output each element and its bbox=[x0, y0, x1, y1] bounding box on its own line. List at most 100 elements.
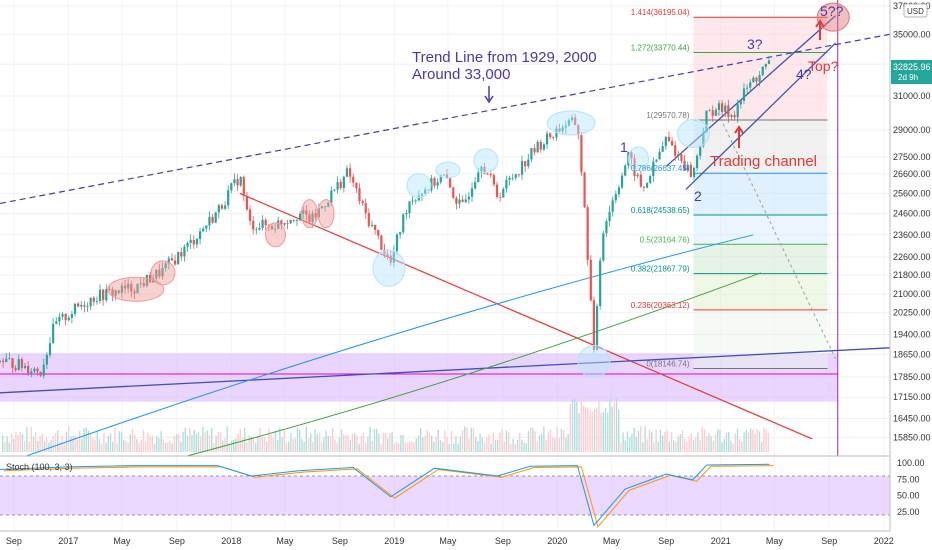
candle-body bbox=[383, 249, 386, 254]
volume-bar bbox=[59, 441, 61, 452]
candle-body bbox=[608, 211, 611, 221]
volume-bar bbox=[435, 436, 437, 452]
volume-bar bbox=[494, 439, 497, 452]
candle-body bbox=[645, 183, 649, 188]
x-tick-label: 2017 bbox=[58, 536, 78, 546]
wave-1-label: 1 bbox=[620, 139, 628, 155]
candle-body bbox=[105, 289, 108, 301]
candle-body bbox=[220, 205, 224, 209]
candle-body bbox=[123, 285, 127, 289]
volume-bar bbox=[609, 398, 611, 452]
volume-bar bbox=[336, 443, 338, 452]
stoch-tick-label: 100.00 bbox=[897, 458, 925, 468]
volume-bar bbox=[505, 430, 508, 452]
y-tick-label: 21000.00 bbox=[893, 289, 931, 299]
candle-body bbox=[61, 313, 64, 317]
volume-bar bbox=[109, 433, 112, 452]
volume-bar bbox=[642, 442, 644, 452]
candle-body bbox=[139, 282, 142, 284]
candle-body bbox=[217, 205, 220, 213]
volume-bar bbox=[369, 426, 371, 452]
volume-bar bbox=[296, 427, 299, 452]
volume-bar bbox=[541, 433, 543, 452]
volume-bar bbox=[732, 443, 734, 452]
candle-body bbox=[424, 189, 427, 194]
candle-body bbox=[658, 151, 661, 160]
candle-body bbox=[517, 174, 521, 176]
volume-bar bbox=[233, 439, 235, 452]
volume-bar bbox=[340, 429, 343, 452]
y-tick-label: 21800.00 bbox=[893, 270, 931, 280]
candle-body bbox=[742, 88, 746, 101]
volume-bar bbox=[116, 443, 118, 452]
currency-tag[interactable]: USD bbox=[903, 3, 928, 18]
candle-body bbox=[5, 358, 8, 362]
candle-body bbox=[527, 159, 530, 167]
x-tick-label: Sep bbox=[332, 536, 348, 546]
volume-bar bbox=[466, 427, 468, 452]
last-price-value: 32825.96 bbox=[893, 62, 931, 72]
candle-body bbox=[236, 179, 239, 186]
candle-body bbox=[342, 176, 345, 189]
volume-bar bbox=[470, 427, 472, 452]
volume-bar bbox=[332, 428, 334, 452]
candle-body bbox=[273, 228, 277, 230]
volume-bar bbox=[574, 398, 576, 452]
candle-body bbox=[708, 110, 711, 112]
volume-bar bbox=[406, 442, 409, 452]
volume-bar bbox=[767, 432, 769, 452]
volume-bar bbox=[607, 412, 609, 452]
candle-body bbox=[483, 166, 486, 174]
highlight-ellipse bbox=[435, 161, 461, 179]
volume-bar bbox=[290, 433, 292, 452]
fib-zone bbox=[693, 244, 828, 274]
candle-body bbox=[733, 115, 736, 118]
volume-bar bbox=[486, 437, 488, 452]
x-tick-label: Sep bbox=[495, 536, 511, 546]
candle-body bbox=[636, 174, 639, 177]
volume-bar bbox=[354, 433, 356, 452]
volume-bar bbox=[582, 405, 585, 452]
volume-bar bbox=[171, 443, 173, 452]
volume-bar bbox=[402, 434, 404, 452]
highlight-ellipse bbox=[677, 118, 711, 148]
up-arrow-icon bbox=[734, 125, 744, 148]
volume-bar bbox=[455, 436, 457, 452]
volume-bar bbox=[4, 441, 6, 452]
candle-body bbox=[233, 179, 236, 184]
candle-body bbox=[130, 283, 133, 292]
channel-lower-line bbox=[685, 42, 836, 190]
candle-body bbox=[505, 179, 508, 189]
volume-bar bbox=[259, 427, 261, 452]
candle-body bbox=[514, 174, 517, 178]
volume-bar bbox=[268, 428, 270, 452]
volume-bar bbox=[591, 411, 593, 452]
candle-body bbox=[561, 127, 564, 132]
fibonacci-zones bbox=[0, 0, 839, 456]
volume-bar bbox=[281, 437, 283, 452]
candle-body bbox=[17, 359, 20, 371]
volume-bar bbox=[648, 429, 651, 452]
candle-body bbox=[211, 216, 214, 223]
volume-bar bbox=[217, 432, 219, 452]
y-tick-label: 24600.00 bbox=[893, 209, 931, 219]
candle-body bbox=[564, 125, 567, 128]
volume-bar bbox=[659, 429, 662, 452]
volume-bar bbox=[587, 407, 589, 452]
volume-bar bbox=[708, 433, 710, 452]
candle-body bbox=[683, 160, 686, 171]
volume-bar bbox=[734, 433, 736, 452]
volume-bar bbox=[532, 428, 534, 452]
volume-bar bbox=[61, 435, 63, 452]
candle-body bbox=[70, 313, 73, 318]
fib-level-label: 0.382(21867.79) bbox=[631, 265, 690, 274]
down-arrow-icon bbox=[484, 86, 494, 104]
volume-bar bbox=[248, 435, 250, 452]
volume-bar bbox=[497, 439, 499, 452]
candle-body bbox=[27, 365, 30, 374]
candle-body bbox=[345, 168, 349, 177]
candle-body bbox=[758, 75, 761, 82]
volume-bar bbox=[743, 432, 745, 452]
volume-bar bbox=[200, 436, 202, 452]
